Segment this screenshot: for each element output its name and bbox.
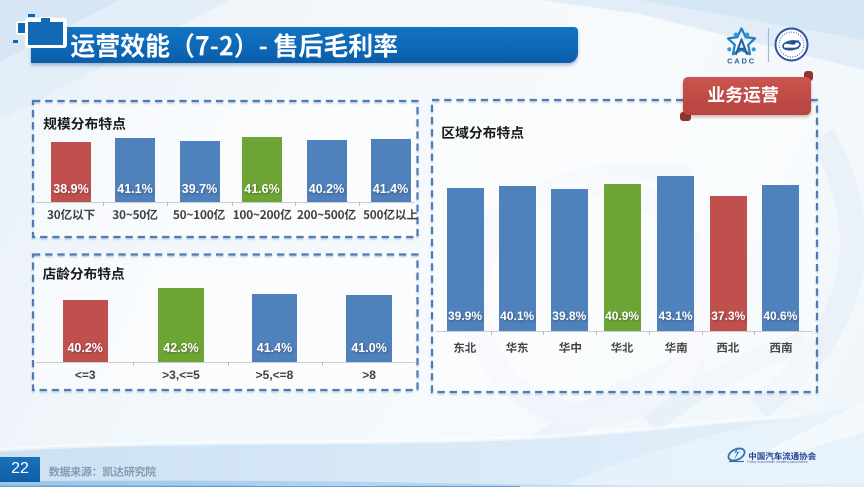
- svg-text:CADC: CADC: [727, 57, 756, 66]
